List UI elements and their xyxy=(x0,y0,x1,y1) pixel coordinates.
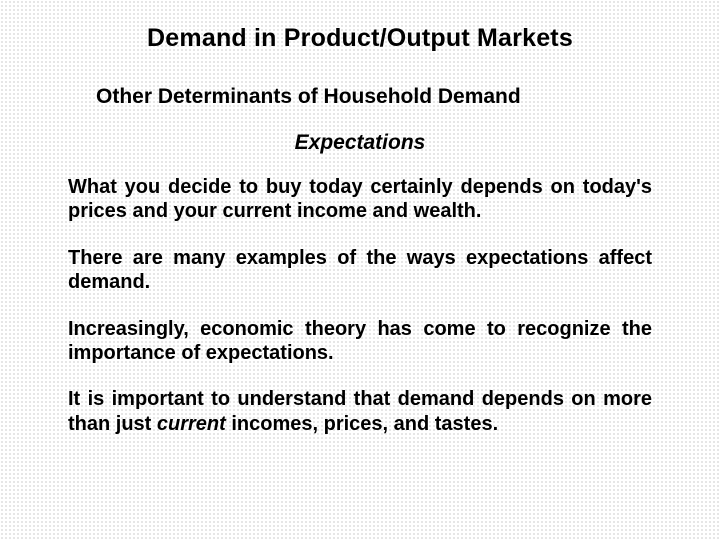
paragraph-4b: incomes, prices, and tastes. xyxy=(226,413,498,435)
slide-subtitle: Other Determinants of Household Demand xyxy=(68,85,652,109)
paragraph-2: There are many examples of the ways expe… xyxy=(68,246,652,295)
paragraph-4-emphasis: current xyxy=(157,413,226,435)
section-heading: Expectations xyxy=(68,131,652,155)
slide-title: Demand in Product/Output Markets xyxy=(68,24,652,53)
paragraph-3: Increasingly, economic theory has come t… xyxy=(68,317,652,366)
paragraph-4: It is important to understand that deman… xyxy=(68,387,652,436)
slide-container: Demand in Product/Output Markets Other D… xyxy=(0,0,720,540)
paragraph-1: What you decide to buy today certainly d… xyxy=(68,175,652,224)
